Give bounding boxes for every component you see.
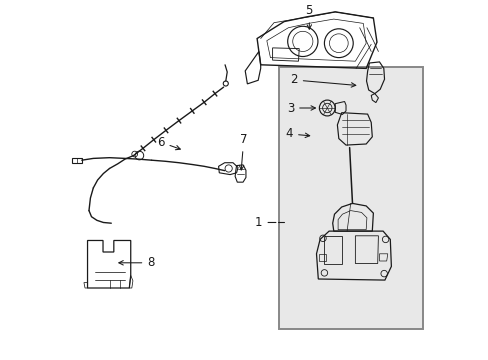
Text: 3: 3 — [286, 102, 315, 114]
Text: 2: 2 — [290, 73, 355, 87]
Text: 8: 8 — [119, 256, 154, 269]
Text: 1: 1 — [254, 216, 275, 229]
Text: 6: 6 — [157, 136, 180, 150]
Text: 7: 7 — [239, 133, 247, 170]
Text: 4: 4 — [285, 127, 309, 140]
Text: 5: 5 — [305, 4, 312, 29]
Bar — [278, 67, 422, 329]
